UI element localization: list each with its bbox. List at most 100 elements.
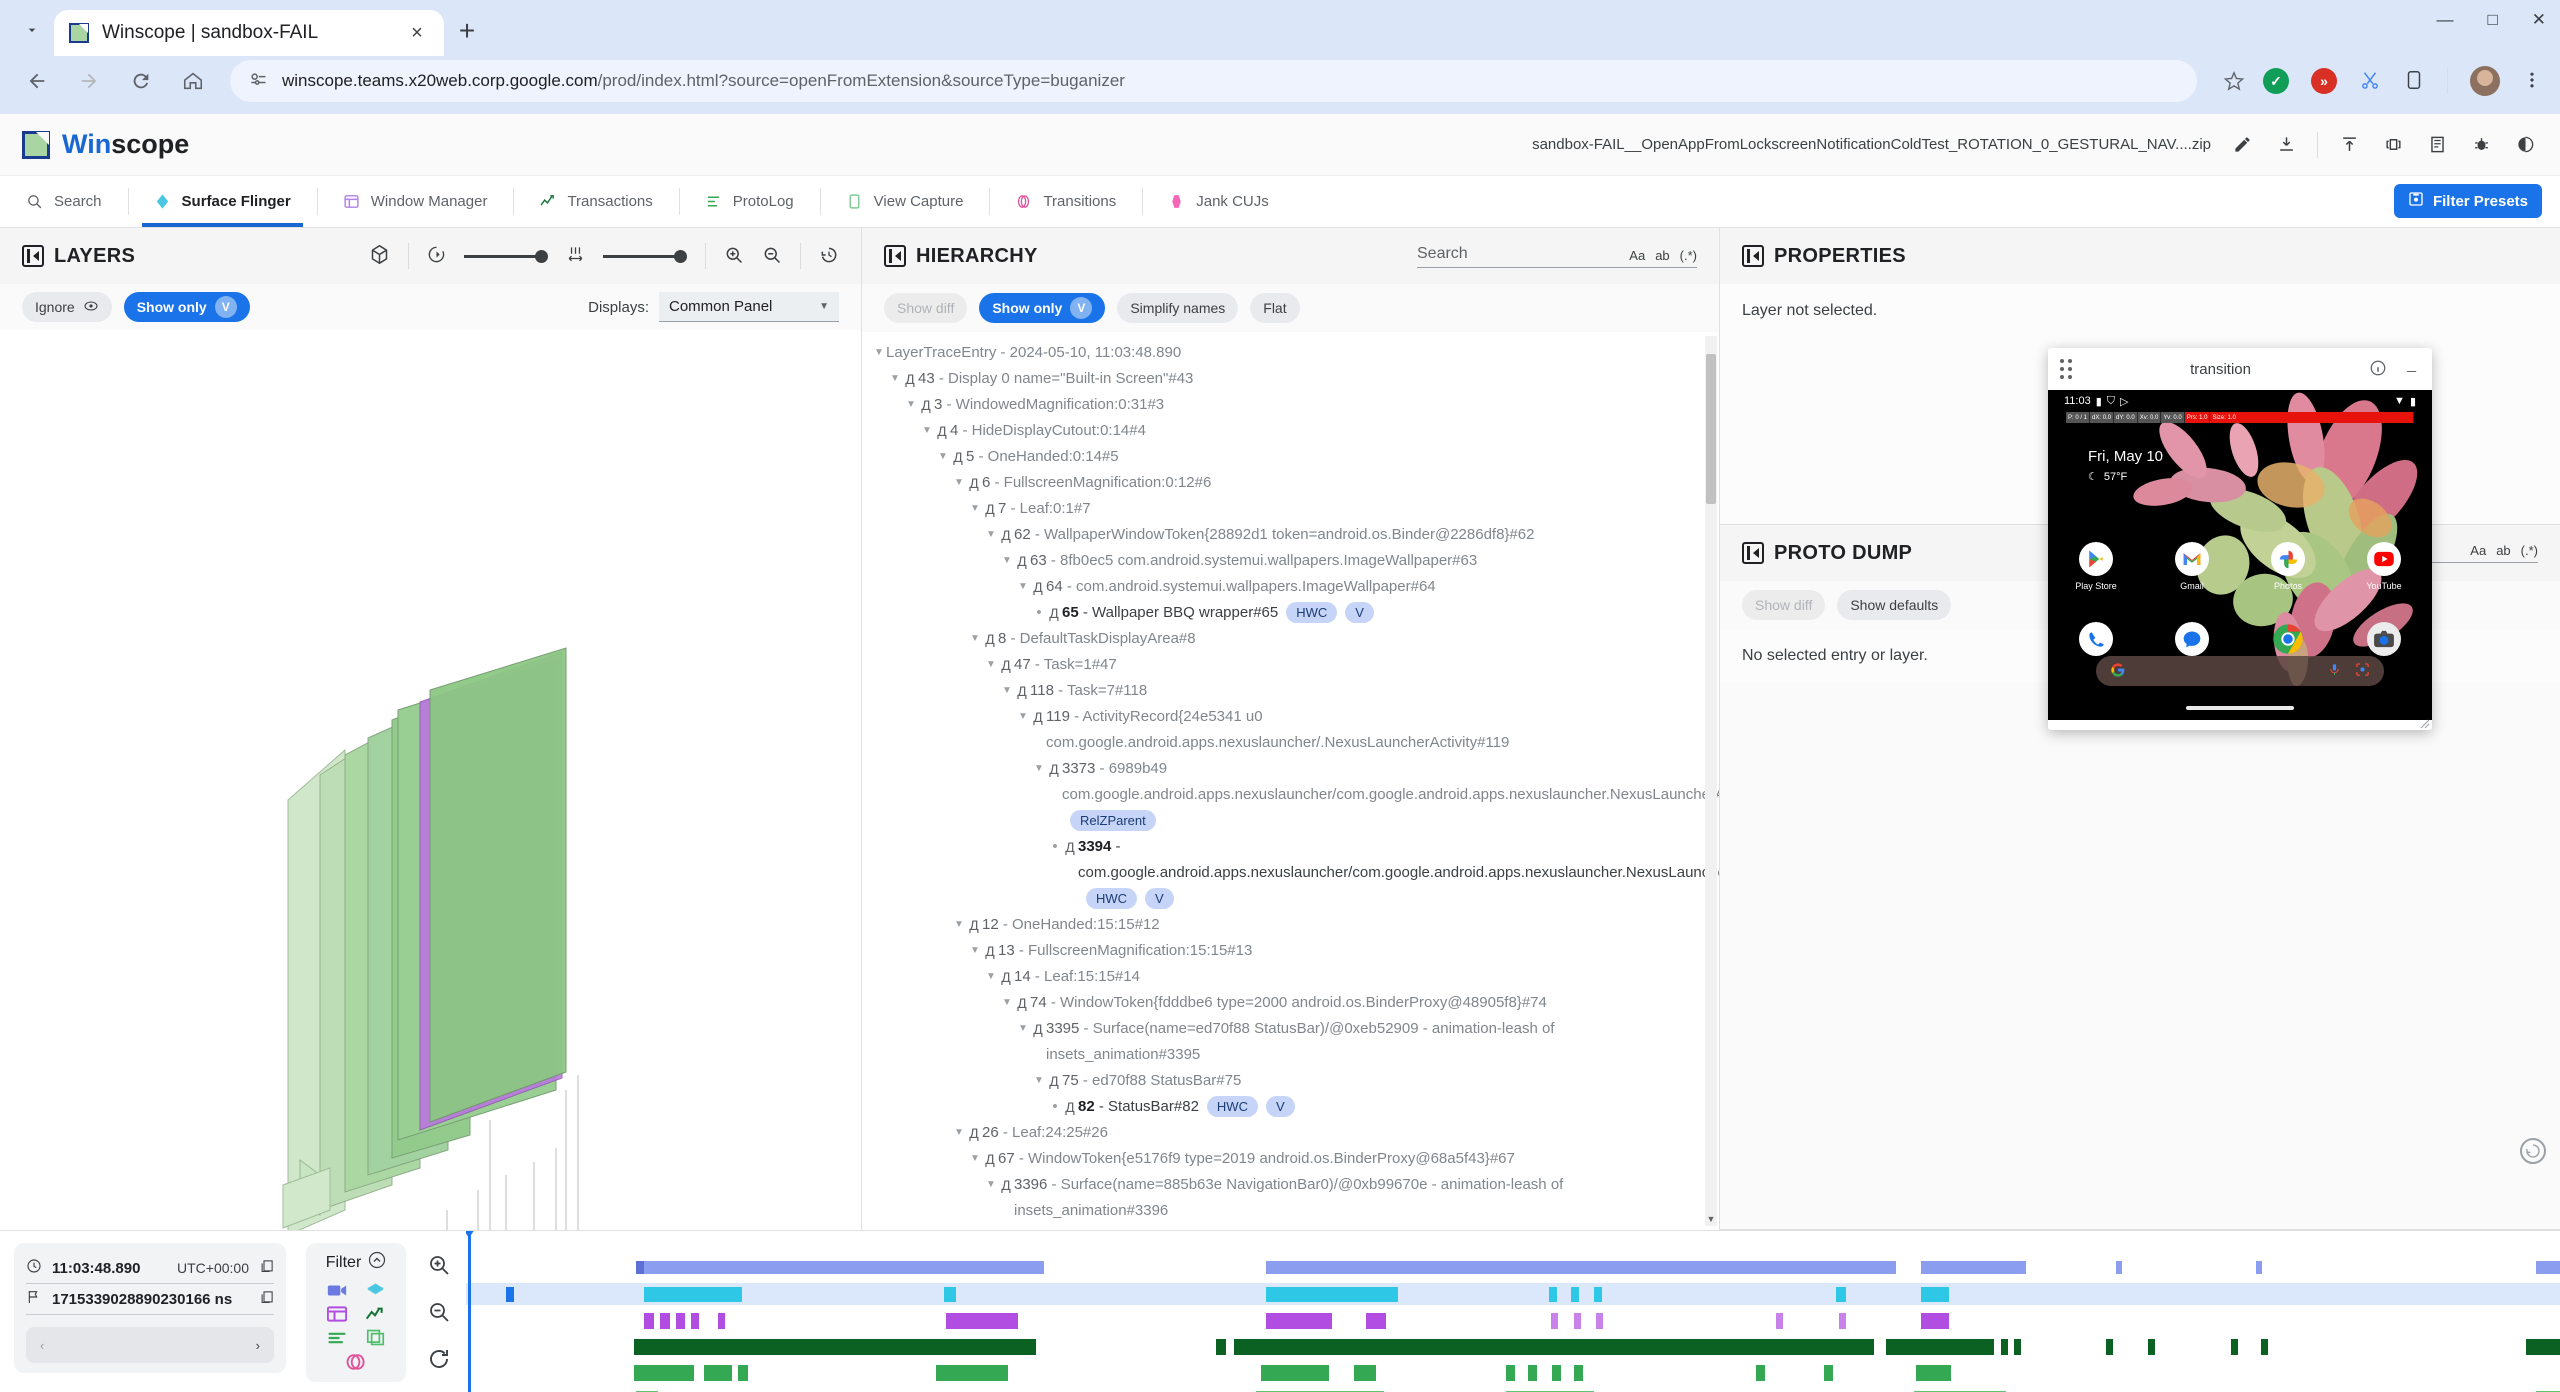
view-capture-icon[interactable] [366,1329,385,1349]
timeline-track[interactable] [466,1231,2560,1392]
expand-caret-icon[interactable]: ▼ [970,1153,980,1164]
minimize-icon[interactable]: _ [2407,356,2416,373]
whole-word-icon[interactable]: ab [1655,247,1670,263]
expand-caret-icon[interactable]: ▼ [1002,685,1012,696]
google-search-bar[interactable] [2096,656,2384,686]
extension-green-icon[interactable]: ✓ [2263,68,2289,94]
extension-red-icon[interactable]: » [2311,68,2337,94]
site-settings-icon[interactable] [248,70,268,93]
expand-caret-icon[interactable]: ▼ [938,451,948,462]
download-icon[interactable] [2273,132,2299,158]
hierarchy-node[interactable]: ▼ Д 43 - Display 0 name="Built-in Screen"#… [866,366,1719,392]
displays-select[interactable]: Common Panel ▼ [659,292,839,322]
pin-icon[interactable]: Д [969,917,979,933]
transition-floating-window[interactable]: transition _ [2048,348,2432,730]
pin-icon[interactable]: Д [1065,839,1075,855]
upload-icon[interactable] [2336,132,2362,158]
collapse-panel-icon[interactable] [1742,245,1764,267]
hierarchy-node[interactable]: • Д 3394 - com.google.android.apps.nexusla… [866,834,1719,912]
pin-icon[interactable]: Д [1001,969,1011,985]
pin-icon[interactable]: Д [1049,761,1059,777]
tab-window-manager[interactable]: Window Manager [316,176,514,227]
pin-icon[interactable]: Д [905,371,915,387]
browser-tab-winscope[interactable]: Winscope | sandbox-FAIL × [54,10,444,56]
pin-icon[interactable]: Д [921,397,931,413]
tab-jank-cujs[interactable]: Jank CUJs [1142,176,1295,227]
pin-icon[interactable]: Д [937,423,947,439]
hierarchy-node[interactable]: ▼ Д 7 - Leaf:0:1#7 [866,496,1719,522]
dark-mode-icon[interactable] [2512,132,2538,158]
mic-icon[interactable] [2328,662,2341,680]
hierarchy-node[interactable]: ▼ Д 8 - DefaultTaskDisplayArea#8 [866,626,1719,652]
app-phone[interactable] [2078,622,2114,656]
expand-caret-icon[interactable]: ▼ [986,1179,996,1190]
pin-icon[interactable]: Д [1014,1224,1030,1230]
filter-title[interactable]: Filter [326,1251,387,1274]
hierarchy-node[interactable]: ▼ Д 62 - WallpaperWindowToken{28892d1 toke… [866,522,1719,548]
pin-icon[interactable]: Д [985,631,995,647]
tab-search-chevron-icon[interactable] [10,8,54,52]
app-youtube[interactable]: YouTube [2366,542,2402,591]
tab-protolog[interactable]: ProtoLog [678,176,820,227]
hierarchy-node[interactable]: ▼ Д 118 - Task=7#118 [866,678,1719,704]
app-photos[interactable]: Photos [2270,542,2306,591]
expand-caret-icon[interactable]: ▼ [986,971,996,982]
pin-icon[interactable]: Д [1049,1073,1059,1089]
zoom-out-icon[interactable] [762,245,782,268]
scrollbar-thumb[interactable] [1706,354,1716,504]
app-play-store[interactable]: Play Store [2075,542,2117,591]
expand-caret-icon[interactable]: ▼ [906,399,916,410]
close-tab-icon[interactable]: × [411,21,423,44]
scroll-down-arrow[interactable]: ▼ [1705,1212,1717,1226]
expand-caret-icon[interactable]: ▼ [954,477,964,488]
expand-caret-icon[interactable]: ▼ [1000,1224,1014,1230]
hierarchy-node[interactable]: ▼ Д 64 - com.android.systemui.wallpapers.I… [866,574,1719,600]
pin-icon[interactable]: Д [969,475,979,491]
expand-caret-icon[interactable]: ▼ [970,633,980,644]
bug-icon[interactable] [2468,132,2494,158]
expand-caret-icon[interactable]: ▼ [954,1127,964,1138]
expand-caret-icon[interactable]: ▼ [922,425,932,436]
regex-icon[interactable]: (.*) [2520,543,2538,558]
hierarchy-search[interactable]: Search Aa ab (.*) [1417,245,1697,268]
expand-caret-icon[interactable]: ▼ [874,347,884,358]
hierarchy-node[interactable]: ▼ Д 4 - HideDisplayCutout:0:14#4 [866,418,1719,444]
show-defaults-button[interactable]: Show defaults [1837,590,1952,620]
timestamp-ns-row[interactable]: 1715339028890230166 ns [26,1284,274,1315]
zoom-in-icon[interactable] [724,245,744,268]
layers-3d-view[interactable]: ScreenDecorOverlayBottom#61 ScreenDecorO… [0,330,861,1230]
hierarchy-node[interactable]: ▼ Д 67 - WindowToken{e5176f9 type=2019 and… [866,1146,1719,1172]
hierarchy-node[interactable]: ▼Д68 - 885b63e NavigationBar0#68 [866,1224,1719,1230]
collapse-panel-icon[interactable] [884,245,906,267]
show-only-v-button[interactable]: Show only V [123,292,250,322]
scissors-icon[interactable] [2359,69,2381,94]
app-gmail[interactable]: Gmail [2174,542,2210,591]
expand-caret-icon[interactable]: ▼ [986,659,996,670]
profile-avatar[interactable] [2470,66,2500,96]
zoom-out-icon[interactable] [427,1300,451,1327]
phone-screen-preview[interactable]: 11:03 ▮ ⛉ ▷ ▼ ▮ P: 0 / 1 dX: 0.0 dY: 0.0… [2048,390,2432,720]
hierarchy-node[interactable]: ▼ Д 75 - ed70f88 StatusBar#75 [866,1068,1719,1094]
hierarchy-node[interactable]: • Д 65 - Wallpaper BBQ wrapper#65 HWC V [866,600,1719,626]
restore-view-icon[interactable] [819,245,839,268]
hierarchy-node[interactable]: ▼ Д 3396 - Surface(name=885b63e Navigation… [866,1172,1719,1224]
close-window-button[interactable]: ✕ [2531,10,2546,29]
next-entry-button[interactable]: › [255,1337,260,1353]
window-manager-icon[interactable] [326,1306,348,1325]
chevron-up-icon[interactable] [368,1251,386,1274]
lens-icon[interactable] [2355,662,2370,680]
resize-handle[interactable] [2048,719,2432,730]
filter-presets-button[interactable]: Filter Presets [2393,184,2542,218]
pin-icon[interactable]: Д [1017,683,1027,699]
hierarchy-node[interactable]: ▼ Д 3 - WindowedMagnification:0:31#3 [866,392,1719,418]
transactions-icon[interactable] [365,1307,385,1325]
hierarchy-node[interactable]: ▼ Д 6 - FullscreenMagnification:0:12#6 [866,470,1719,496]
collapse-panel-icon[interactable] [1742,542,1764,564]
expand-caret-icon[interactable]: ▼ [954,919,964,930]
screen-recording-icon[interactable] [327,1283,347,1301]
bookmark-star-icon[interactable] [2211,58,2257,104]
pin-icon[interactable]: Д [1033,1021,1043,1037]
pin-icon[interactable]: Д [1033,709,1043,725]
expand-caret-icon[interactable]: ▼ [1018,711,1028,722]
pin-icon[interactable]: Д [1017,553,1027,569]
